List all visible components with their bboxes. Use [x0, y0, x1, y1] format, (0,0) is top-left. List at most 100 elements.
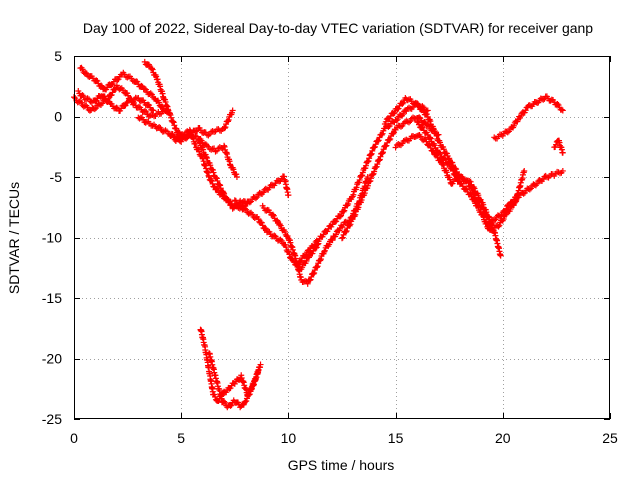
data-point: [355, 204, 362, 211]
data-point: [342, 229, 349, 236]
data-point: [114, 76, 121, 83]
y-axis-label: SDTVAR / TECUs: [6, 182, 22, 294]
data-point: [243, 206, 250, 213]
series-track-16: [491, 93, 566, 142]
data-point: [147, 90, 154, 97]
series-track-17: [551, 137, 566, 156]
data-point: [480, 213, 487, 220]
data-point: [298, 257, 305, 264]
data-point: [558, 106, 565, 113]
data-point: [339, 235, 345, 242]
data-point: [108, 81, 115, 88]
data-point: [399, 100, 406, 107]
data-point: [321, 248, 328, 255]
data-point: [394, 116, 401, 123]
data-point: [221, 190, 228, 197]
data-point: [321, 247, 328, 254]
data-point: [337, 213, 344, 220]
data-point: [395, 105, 402, 112]
data-point: [471, 197, 478, 204]
data-point: [262, 225, 269, 232]
data-point: [427, 118, 434, 125]
data-point: [177, 135, 184, 142]
data-point: [148, 91, 155, 98]
y-tick-label: -15: [42, 290, 62, 306]
data-point: [149, 66, 156, 73]
y-tick-label: 0: [54, 109, 62, 125]
data-point: [237, 202, 244, 209]
data-point: [304, 280, 311, 287]
data-point: [419, 124, 426, 131]
data-point: [206, 173, 213, 180]
data-point: [376, 156, 383, 163]
data-point: [372, 141, 379, 148]
data-point: [480, 205, 487, 212]
series-track-1: [77, 64, 168, 114]
data-point: [559, 149, 566, 156]
data-point: [208, 178, 215, 185]
data-point: [368, 175, 375, 182]
data-point: [382, 143, 389, 150]
data-point: [364, 182, 371, 189]
data-point: [246, 391, 253, 398]
data-point: [522, 107, 529, 114]
data-point: [173, 125, 180, 132]
data-point: [341, 207, 348, 214]
data-point: [462, 185, 469, 192]
data-point: [526, 186, 533, 193]
data-point: [520, 190, 527, 197]
tick-labels: 0 5 10 15 20 25 5 0 -5 -10 -15 -20 -25: [42, 48, 618, 446]
data-point: [365, 157, 372, 164]
data-point: [377, 153, 384, 160]
x-axis-label: GPS time / hours: [288, 457, 395, 473]
x-tick-label: 15: [388, 430, 404, 446]
y-tick-label: -10: [42, 230, 62, 246]
x-tick-label: 20: [495, 430, 511, 446]
series-track-3: [75, 87, 157, 114]
data-point: [387, 135, 394, 142]
data-point: [301, 253, 308, 260]
data-point: [285, 192, 292, 199]
y-tick-label: 5: [54, 48, 62, 64]
data-point: [176, 129, 183, 136]
data-point: [144, 101, 151, 108]
data-point: [445, 160, 452, 167]
data-point: [421, 118, 428, 125]
data-point: [450, 162, 457, 169]
data-point: [378, 131, 385, 138]
data-point: [397, 123, 404, 130]
data-point: [367, 177, 374, 184]
data-point: [306, 277, 313, 284]
data-point: [277, 222, 284, 229]
data-point: [475, 204, 482, 211]
data-point: [82, 69, 89, 76]
data-point: [555, 102, 562, 109]
data-point: [400, 111, 407, 118]
data-point: [364, 158, 371, 165]
data-points: [71, 58, 566, 411]
data-point: [180, 133, 187, 140]
data-point: [386, 137, 393, 144]
data-point: [77, 98, 84, 105]
data-point: [390, 110, 397, 117]
series-track-19: [206, 350, 262, 411]
data-point: [345, 200, 352, 207]
data-point: [142, 86, 149, 93]
data-point: [79, 92, 86, 99]
data-point: [554, 101, 561, 108]
data-point: [496, 222, 503, 229]
data-point: [254, 193, 261, 200]
data-point: [468, 184, 475, 191]
data-point: [243, 395, 250, 402]
data-point: [196, 139, 203, 146]
data-point: [453, 174, 460, 181]
data-point: [138, 82, 145, 89]
data-point: [167, 112, 174, 119]
data-point: [222, 124, 229, 131]
data-point: [113, 82, 120, 89]
data-point: [333, 218, 340, 225]
data-point: [320, 231, 327, 238]
data-point: [326, 241, 333, 248]
data-point: [311, 269, 318, 276]
data-point: [427, 134, 434, 141]
